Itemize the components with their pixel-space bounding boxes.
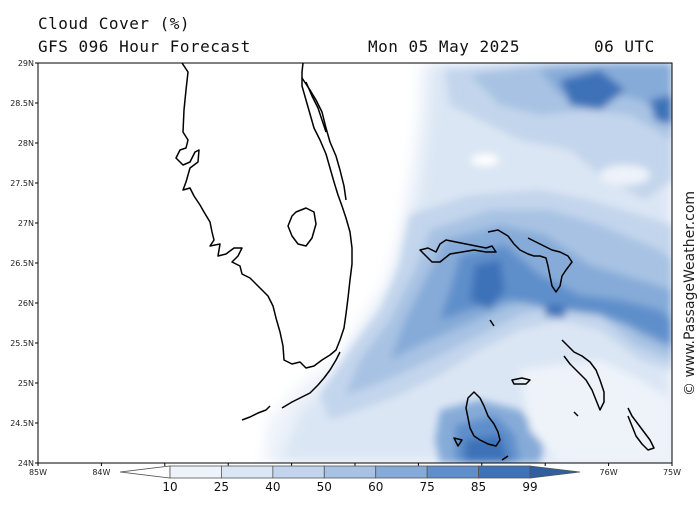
eleuthera [561,339,605,411]
colorbar-label: 99 [522,480,537,494]
colorbar: 10 25 40 50 60 75 85 99 [119,465,581,494]
map-title: Cloud Cover (%) [38,14,190,33]
lon-label: 85W [29,468,47,477]
valid-date: Mon 05 May 2025 [368,37,520,56]
forecast-subtitle: GFS 096 Hour Forecast [38,37,251,56]
lat-label: 24N [18,459,34,468]
colorbar-label: 10 [162,480,177,494]
watermark-text: © www.PassageWeather.com [682,191,698,396]
colorbar-segment [169,465,222,479]
lat-label: 26N [18,299,34,308]
colorbar-segment [221,465,274,479]
colorbar-high-extension [529,465,581,479]
colorbar-label: 40 [265,480,280,494]
lat-label: 26.5N [10,259,34,268]
colorbar-segment [323,465,377,479]
colorbar-segment [375,465,428,479]
lat-label: 25.5N [10,339,34,348]
exuma-cays [627,407,655,451]
lat-label: 28.5N [10,99,34,108]
latitude-axis: 29N 28.5N 28N 27.5N 27N 26.5N 26N 25.5N 25N 24.5N… [10,59,38,468]
florida-keys [241,351,341,421]
lat-label: 27N [18,219,34,228]
lon-label: 76W [600,468,618,477]
grand-bahama [419,239,497,263]
lat-label: 25N [18,379,34,388]
florida-lagoon [301,77,347,201]
lat-label: 29N [18,59,34,68]
bahama-cays [453,319,579,461]
andros-island [465,391,501,447]
colorbar-label: 50 [317,480,332,494]
lat-label: 24.5N [10,419,34,428]
colorbar-label: 25 [214,480,229,494]
abaco-islands [487,229,573,293]
lon-label: 75W [663,468,681,477]
colorbar-low-extension [119,465,171,479]
colorbar-label: 75 [420,480,435,494]
colorbar-segment [478,465,531,479]
lake-okeechobee [287,207,317,247]
lat-label: 28N [18,139,34,148]
florida-coastline [175,63,353,369]
cloud-cover-field [38,63,672,463]
valid-time: 06 UTC [594,37,655,56]
indian-river [305,81,327,133]
lon-label: 84W [92,468,110,477]
colorbar-segment [426,465,479,479]
colorbar-segment [272,465,325,479]
lat-label: 27.5N [10,179,34,188]
colorbar-label: 85 [471,480,486,494]
coastlines [175,63,655,461]
colorbar-label: 60 [368,480,383,494]
